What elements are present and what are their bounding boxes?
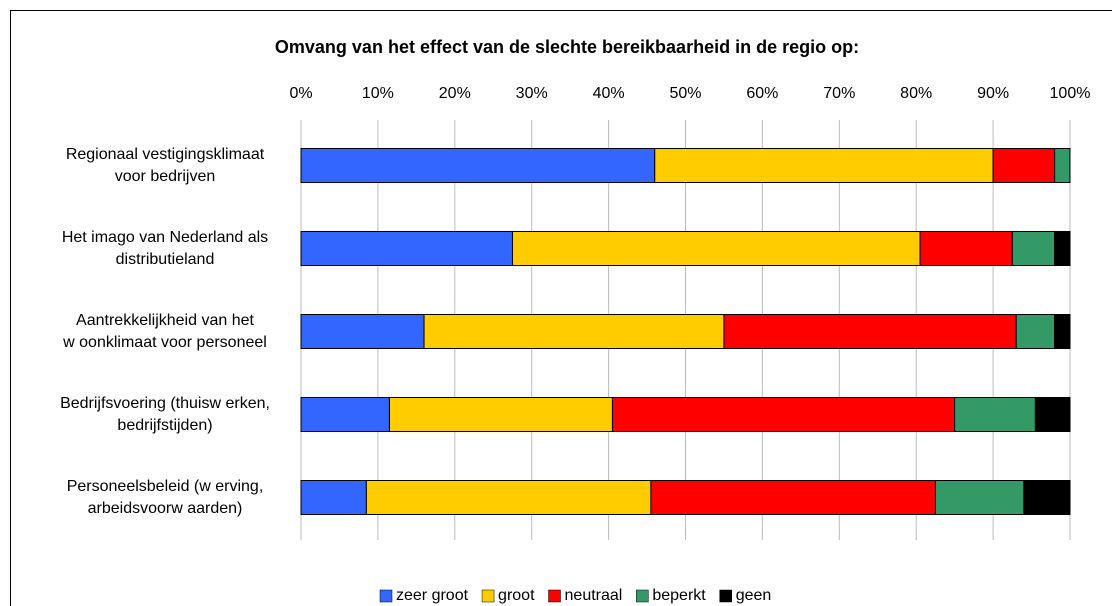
bar-segment [654, 148, 994, 183]
bar-segment [1023, 480, 1071, 515]
y-tick-label: Aantrekkelijkheid van het w oonklimaat v… [63, 311, 267, 351]
bar-segment [388, 397, 613, 432]
bar-segment [300, 480, 367, 515]
y-tick-label: Het imago van Nederland als distributiel… [61, 228, 269, 268]
x-tick-label: 0% [289, 85, 312, 102]
bar-segment [1034, 397, 1071, 432]
legend-swatch [719, 589, 732, 603]
legend-label: neutraal [565, 587, 623, 604]
bar-segment [723, 314, 1017, 349]
legend-label: geen [736, 587, 772, 604]
x-tick-label: 100% [1050, 85, 1091, 102]
x-tick-label: 40% [593, 85, 625, 102]
bar-segment [511, 231, 921, 266]
x-tick-label: 20% [439, 85, 471, 102]
x-tick-label: 60% [746, 85, 778, 102]
y-tick-label: Bedrijfsvoering (thuisw erken, bedrijfst… [60, 394, 270, 434]
bar-segment [300, 314, 425, 349]
legend-swatch [548, 589, 561, 603]
x-tick-label: 50% [669, 85, 701, 102]
x-tick-label: 80% [900, 85, 932, 102]
bar-segment [1054, 148, 1071, 183]
bar-segment [300, 148, 656, 183]
x-tick-label: 10% [362, 85, 394, 102]
bar-segment [1015, 314, 1056, 349]
legend-swatch [481, 589, 495, 603]
legend-label: beperkt [652, 587, 706, 604]
chart-title: Omvang van het effect van de slechte ber… [275, 37, 859, 57]
legend-label: zeer groot [396, 587, 469, 604]
bar-segment [365, 480, 652, 515]
bar-segment [423, 314, 725, 349]
legend-label: groot [498, 587, 535, 604]
y-tick-label: Personeelsbeleid (w erving, arbeidsvoorw… [66, 477, 264, 517]
x-tick-label: 90% [977, 85, 1009, 102]
bar-segment [1054, 314, 1071, 349]
legend-swatch [636, 589, 649, 603]
y-tick-label: Regionaal vestigingsklimaat voor bedrijv… [65, 145, 265, 185]
bar-segment [992, 148, 1056, 183]
bar-segment [300, 397, 390, 432]
x-tick-label: 30% [516, 85, 548, 102]
bar-segment [954, 397, 1036, 432]
x-tick-label: 70% [823, 85, 855, 102]
bar-segment [919, 231, 1013, 266]
bar-segment [1054, 231, 1071, 266]
legend-swatch [379, 589, 393, 603]
bar-segment [1011, 231, 1056, 266]
bar-segment [300, 231, 513, 266]
bar-segment [934, 480, 1025, 515]
bar-segment [611, 397, 956, 432]
bar-segment [650, 480, 936, 515]
